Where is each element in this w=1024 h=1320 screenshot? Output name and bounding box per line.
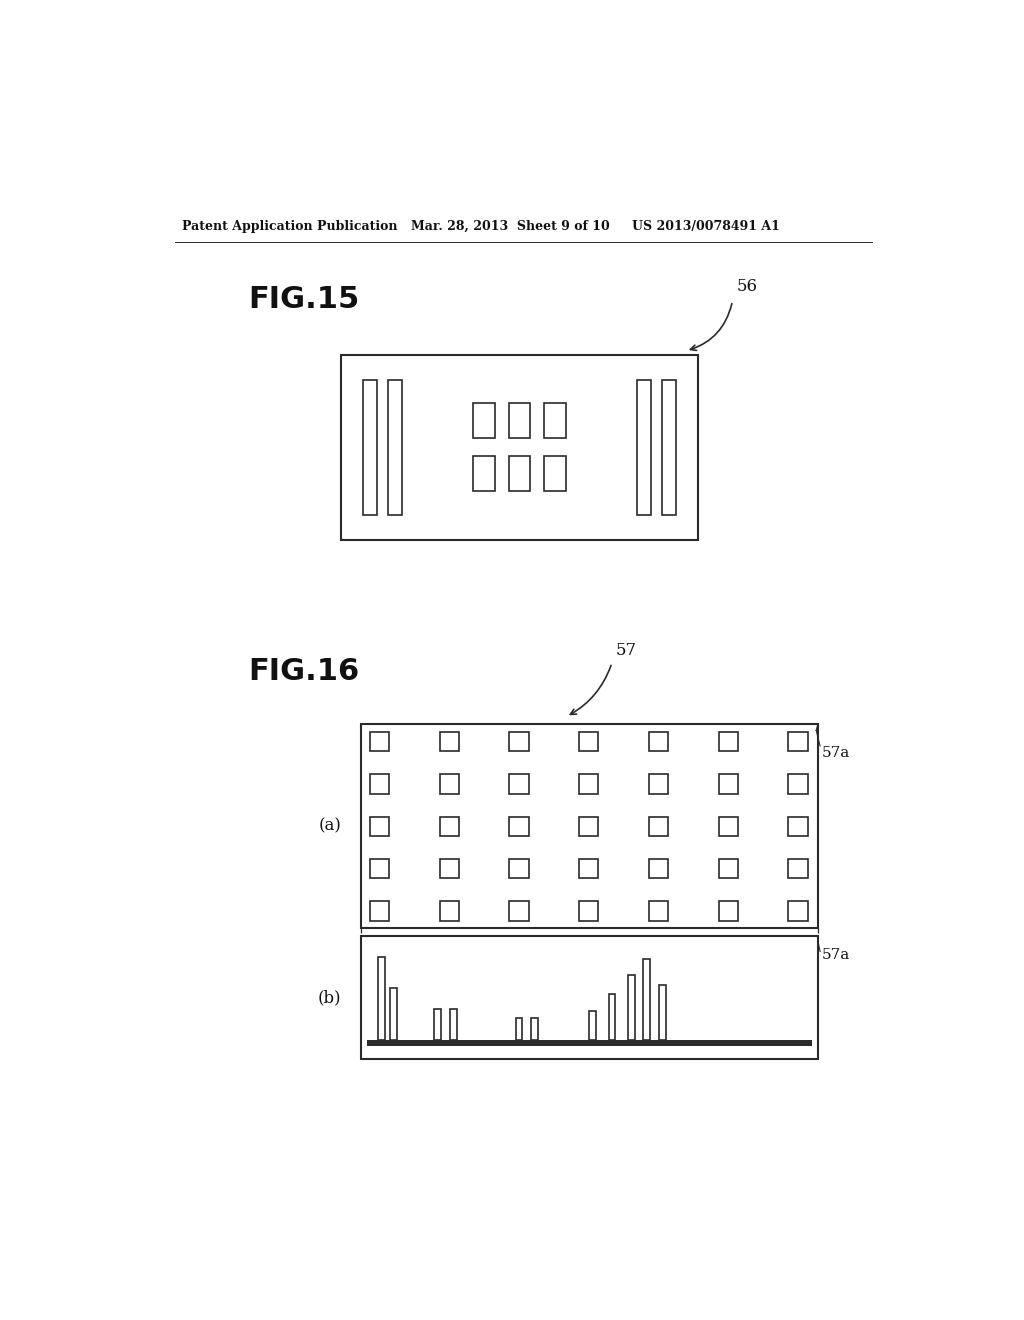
Bar (719, 859, 738, 878)
Bar (515, 1019, 522, 1040)
Bar (439, 733, 459, 751)
Bar (360, 936, 818, 1059)
Bar (788, 902, 808, 921)
Bar (370, 817, 389, 836)
Bar (509, 859, 528, 878)
Bar (531, 1019, 538, 1040)
Text: 57a: 57a (821, 746, 850, 760)
Bar (544, 404, 566, 438)
Bar (509, 733, 528, 751)
Bar (473, 404, 495, 438)
Bar (649, 859, 669, 878)
Bar (370, 902, 389, 921)
Text: FIG.15: FIG.15 (248, 285, 359, 314)
Bar (509, 775, 528, 793)
Bar (649, 775, 669, 793)
Bar (788, 733, 808, 751)
Bar (643, 960, 650, 1040)
Bar (509, 817, 528, 836)
Text: 57: 57 (615, 642, 637, 659)
Bar (439, 859, 459, 878)
Bar (788, 775, 808, 793)
Bar (509, 902, 528, 921)
Text: Mar. 28, 2013  Sheet 9 of 10: Mar. 28, 2013 Sheet 9 of 10 (411, 219, 609, 232)
Bar (608, 994, 615, 1040)
Bar (360, 725, 818, 928)
Text: (a): (a) (318, 817, 341, 834)
Bar (649, 733, 669, 751)
Bar (719, 817, 738, 836)
Bar (719, 902, 738, 921)
Text: (b): (b) (317, 989, 341, 1006)
Bar (370, 859, 389, 878)
Bar (628, 974, 635, 1040)
Bar (788, 817, 808, 836)
Bar (370, 733, 389, 751)
Bar (390, 987, 397, 1040)
Bar (658, 985, 666, 1040)
Bar (579, 733, 598, 751)
Bar (509, 404, 530, 438)
Bar (544, 457, 566, 491)
Bar (579, 775, 598, 793)
Text: US 2013/0078491 A1: US 2013/0078491 A1 (632, 219, 779, 232)
Bar (788, 859, 808, 878)
Bar (579, 859, 598, 878)
Bar (579, 817, 598, 836)
Bar (719, 733, 738, 751)
Bar (341, 355, 697, 540)
Bar (637, 380, 651, 515)
Bar (370, 775, 389, 793)
Bar (450, 1010, 457, 1040)
Text: 56: 56 (736, 277, 758, 294)
Text: Patent Application Publication: Patent Application Publication (182, 219, 397, 232)
Bar (579, 902, 598, 921)
Bar (439, 902, 459, 921)
Bar (473, 457, 495, 491)
Bar (439, 817, 459, 836)
Bar (367, 1040, 812, 1047)
Text: 57a: 57a (821, 948, 850, 962)
Bar (649, 817, 669, 836)
Bar (388, 380, 401, 515)
Bar (434, 1010, 441, 1040)
Bar (378, 957, 385, 1040)
Bar (439, 775, 459, 793)
Bar (589, 1011, 596, 1040)
Bar (662, 380, 676, 515)
Bar (362, 380, 377, 515)
Text: FIG.16: FIG.16 (248, 657, 359, 686)
Bar (649, 902, 669, 921)
Bar (719, 775, 738, 793)
Bar (509, 457, 530, 491)
